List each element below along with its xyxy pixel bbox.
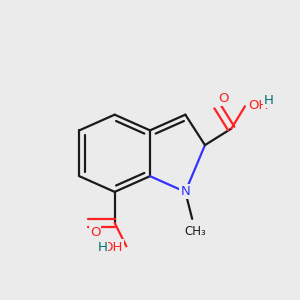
- Text: O: O: [90, 226, 100, 239]
- Text: OH: OH: [103, 241, 123, 254]
- Text: CH₃: CH₃: [184, 225, 206, 238]
- Text: H: H: [98, 241, 107, 254]
- Text: OH: OH: [248, 99, 268, 112]
- Text: O: O: [218, 92, 229, 105]
- Text: N: N: [181, 185, 190, 198]
- Text: H: H: [264, 94, 274, 107]
